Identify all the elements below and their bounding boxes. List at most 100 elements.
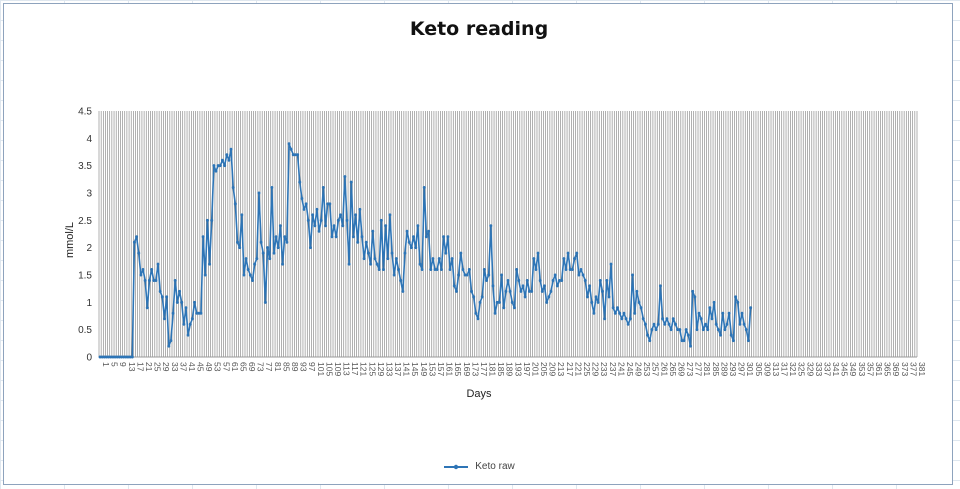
data-point: [618, 311, 622, 315]
data-point: [744, 328, 748, 332]
x-tick-label: 197: [522, 362, 532, 376]
x-tick-label: 357: [865, 362, 875, 376]
x-tick-label: 225: [582, 362, 592, 376]
data-point: [345, 218, 349, 222]
x-tick-label: 45: [196, 362, 206, 372]
data-point: [175, 300, 179, 304]
data-point: [231, 186, 235, 190]
data-point: [132, 240, 136, 244]
data-point: [622, 311, 626, 315]
data-point: [613, 311, 617, 315]
data-point: [317, 229, 321, 233]
data-point: [439, 268, 443, 272]
data-point: [611, 306, 615, 310]
x-tick-label: 213: [556, 362, 566, 376]
x-tick-label: 381: [917, 362, 927, 376]
x-tick-label: 137: [393, 362, 403, 376]
y-tick-label: 0: [86, 353, 92, 364]
data-point: [152, 278, 156, 282]
data-point: [534, 268, 538, 272]
data-point: [270, 186, 274, 190]
x-tick-label: 305: [754, 362, 764, 376]
data-point: [699, 317, 703, 321]
data-point: [347, 262, 351, 266]
data-point: [646, 333, 650, 337]
data-point: [251, 278, 255, 282]
data-point: [631, 273, 635, 277]
data-point: [371, 229, 375, 233]
data-point: [652, 322, 656, 326]
x-tick-label: 229: [591, 362, 601, 376]
data-point: [729, 333, 733, 337]
data-point: [381, 268, 385, 272]
data-point: [512, 306, 516, 310]
data-point: [495, 300, 499, 304]
x-tick-label: 257: [651, 362, 661, 376]
x-tick-label: 109: [333, 362, 343, 376]
data-point: [635, 289, 639, 293]
data-point: [154, 278, 158, 282]
x-tick-label: 9: [118, 362, 128, 367]
data-point: [188, 322, 192, 326]
y-tick-label: 2.5: [78, 216, 92, 227]
data-point: [324, 224, 328, 228]
data-point: [663, 322, 667, 326]
data-point: [746, 339, 750, 343]
data-point: [158, 289, 162, 293]
data-point: [100, 355, 104, 359]
legend[interactable]: Keto raw: [4, 461, 954, 472]
data-point: [596, 300, 600, 304]
data-point: [523, 295, 527, 299]
x-tick-label: 33: [170, 362, 180, 372]
data-point: [351, 235, 355, 239]
data-point: [691, 289, 695, 293]
data-point: [272, 251, 276, 255]
data-point: [122, 355, 126, 359]
x-tick-label: 13: [127, 362, 137, 372]
data-point: [328, 202, 332, 206]
data-point: [379, 218, 383, 222]
data-point: [173, 278, 177, 282]
data-point: [661, 317, 665, 321]
data-point: [274, 235, 278, 239]
x-tick-label: 57: [221, 362, 231, 372]
x-tick-label: 313: [771, 362, 781, 376]
data-point: [223, 164, 227, 168]
x-tick-label: 181: [488, 362, 498, 376]
data-point: [130, 355, 134, 359]
data-point: [433, 268, 437, 272]
data-point: [570, 268, 574, 272]
data-point: [160, 295, 164, 299]
data-point: [489, 224, 493, 228]
data-point: [603, 317, 607, 321]
data-point: [298, 180, 302, 184]
data-point: [414, 246, 418, 250]
x-tick-label: 249: [634, 362, 644, 376]
data-point: [124, 355, 128, 359]
data-point: [590, 300, 594, 304]
x-tick-label: 349: [848, 362, 858, 376]
data-point: [246, 268, 250, 272]
data-point: [330, 235, 334, 239]
data-point: [364, 240, 368, 244]
data-point: [193, 300, 197, 304]
data-point: [485, 278, 489, 282]
data-point: [583, 278, 587, 282]
data-point: [637, 300, 641, 304]
data-point: [115, 355, 119, 359]
data-point: [186, 333, 190, 337]
data-point: [212, 164, 216, 168]
y-tick-label: 3: [86, 189, 92, 200]
x-tick-label: 369: [891, 362, 901, 376]
data-point: [278, 224, 282, 228]
data-point: [285, 240, 289, 244]
data-point: [266, 246, 270, 250]
x-tick-label: 373: [900, 362, 910, 376]
data-point: [581, 273, 585, 277]
data-point: [308, 246, 312, 250]
data-point: [719, 333, 723, 337]
data-point: [749, 306, 753, 310]
data-point: [105, 355, 109, 359]
data-point: [669, 328, 673, 332]
data-point: [641, 317, 645, 321]
